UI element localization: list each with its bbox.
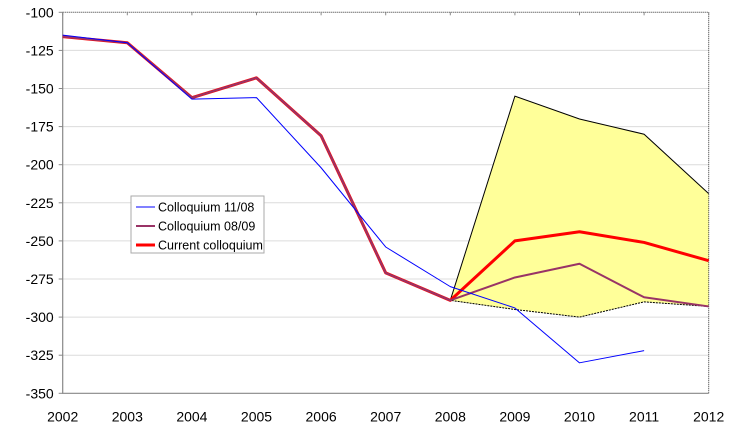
legend: Colloquium 11/08 Colloquium 08/09 Current … [130,195,265,254]
x-tick-label: 2008 [435,408,466,424]
x-tick-label: 2006 [306,408,337,424]
x-tick-label: 2007 [370,408,401,424]
x-tick-label: 2012 [693,408,724,424]
legend-label: Colloquium 08/09 [158,220,255,234]
x-tick-label: 2003 [112,408,143,424]
x-tick-label: 2002 [47,408,78,424]
series-line-colloquium-11-08 [62,34,645,364]
forecast-band [449,95,710,318]
x-tick-label: 2004 [176,408,207,424]
y-tick-label: -350 [26,385,54,401]
band-fill [450,96,709,318]
legend-label: Colloquium 11/08 [158,201,254,215]
x-tick-label: 2011 [629,408,659,424]
y-tick-label: -325 [26,347,54,363]
band-upper-bound [449,95,710,301]
y-tick-label: -175 [26,119,54,135]
y-tick-label: -250 [26,233,54,249]
y-tick-label: -300 [26,309,54,325]
series-lines [62,34,710,364]
x-tick-label: 2010 [564,408,595,424]
band-lower-bound [450,299,709,318]
y-tick-label: -150 [26,81,54,97]
y-tick-label: -125 [26,42,54,58]
x-tick-label: 2009 [499,408,530,424]
y-tick-label: -200 [26,157,54,173]
y-tick-label: -100 [26,4,54,20]
y-tick-label: -225 [26,195,54,211]
y-axis: -100 -125 -150 -175 -200 -225 -250 -275 -300 -325… [26,4,63,401]
legend-label: Current colloquium [158,239,263,253]
y-tick-label: -275 [26,271,54,287]
x-tick-label: 2005 [241,408,272,424]
x-axis: 2002 2003 2004 2005 2006 2007 2008 2009 2010 2011… [47,12,724,424]
